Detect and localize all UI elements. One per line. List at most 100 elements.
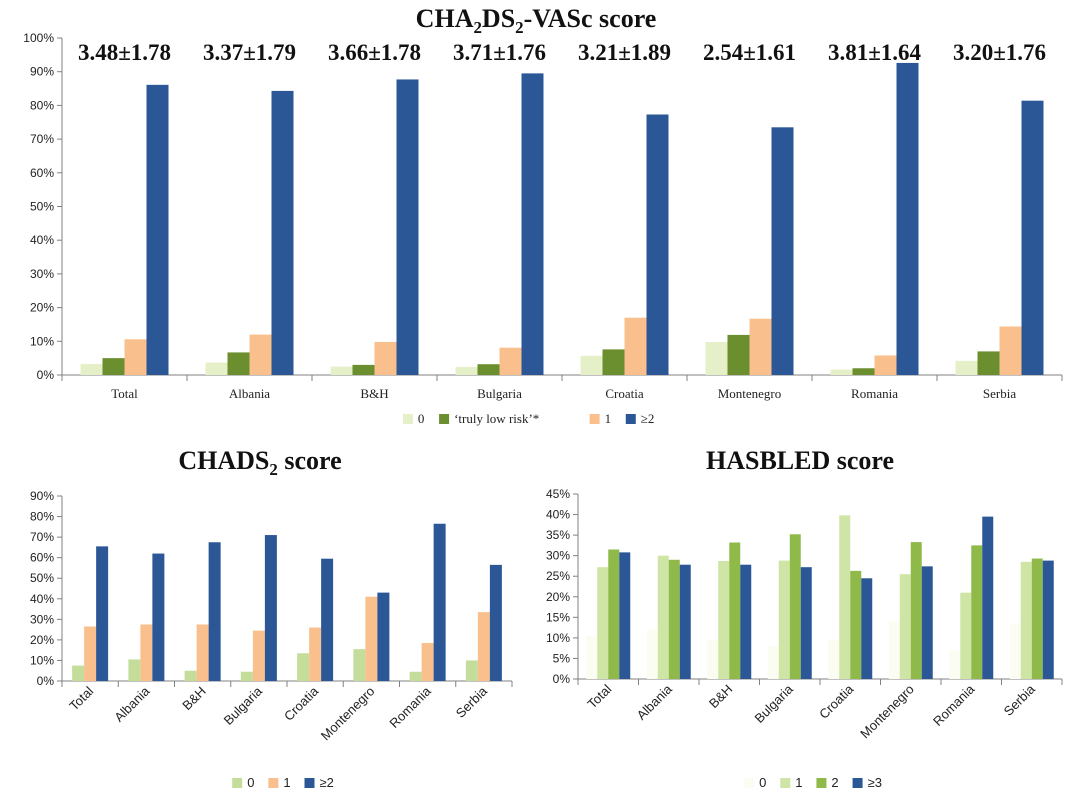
chart2-category-label: Albania [111, 683, 153, 725]
chart1-bar-serbia-series-2 [999, 326, 1022, 375]
chart2-category-label: B&H [179, 684, 209, 714]
chart1-category-label: Serbia [983, 386, 1016, 401]
chart3-bar-bulgaria-series-0 [767, 646, 779, 679]
chart2-y-tick-label: 40% [30, 592, 54, 606]
chart1-bar-romania-series-3 [896, 62, 919, 376]
chart2-bar-b-h-series-0 [184, 670, 197, 681]
chart2-bar-montenegro-series-2 [377, 592, 390, 681]
chart3-bar-bulgaria-series-1 [778, 560, 790, 679]
chart3-bar-total-series-2 [608, 549, 620, 679]
chart2-category-label: Croatia [281, 683, 322, 724]
chart3-bar-total-series-3 [619, 552, 631, 679]
chart1-bar-montenegro-series-2 [749, 318, 772, 375]
chart1-y-tick-label: 40% [30, 233, 54, 247]
chart3-bar-albania-series-2 [668, 559, 680, 679]
chart2-y-tick-label: 90% [30, 489, 54, 503]
chart3-bar-serbia-series-2 [1031, 558, 1043, 679]
chart2-y-tick-label: 0% [37, 674, 55, 688]
chart3-y-tick-label: 15% [546, 610, 570, 624]
chart3-y-tick-label: 30% [546, 549, 570, 563]
chart1-bar-serbia-series-0 [955, 360, 978, 375]
chart2-y-tick-label: 10% [30, 653, 54, 667]
chart3-y-tick-label: 40% [546, 508, 570, 522]
chart3-bar-croatia-series-0 [828, 639, 840, 679]
chart1-y-tick-label: 80% [30, 98, 54, 112]
chart1-y-tick-label: 90% [30, 65, 54, 79]
chart3-legend-label: 2 [831, 775, 838, 790]
chart1-category-label: B&H [360, 386, 388, 401]
chart1-y-tick-label: 100% [23, 31, 54, 45]
chart3-bar-romania-series-0 [949, 650, 961, 679]
chart3-bar-bulgaria-series-2 [789, 534, 801, 679]
chart3-bar-total-series-0 [586, 635, 598, 679]
chart1-annotation: 3.81±1.64 [828, 40, 922, 65]
chart1-legend-swatch [589, 414, 600, 424]
chart1-bar-croatia-series-1 [602, 349, 625, 375]
chart3-bar-romania-series-1 [960, 592, 972, 679]
chart2-bar-albania-series-0 [128, 659, 141, 681]
chart3-bar-albania-series-0 [646, 629, 658, 679]
chart2-y-tick-label: 80% [30, 510, 54, 524]
chart1-legend-swatch [625, 414, 636, 424]
chart1-legend-swatch [439, 414, 450, 424]
chart2-bar-serbia-series-1 [477, 612, 490, 681]
chart1-bar-albania-series-0 [205, 362, 228, 375]
chart1-bar-romania-series-2 [874, 355, 897, 375]
chart2-bar-bulgaria-series-1 [252, 630, 265, 681]
chart2-bar-albania-series-1 [140, 624, 153, 681]
chart1-annotation: 3.48±1.78 [78, 40, 171, 65]
chart2-bar-croatia-series-0 [297, 653, 310, 681]
chart1-legend-swatch [402, 414, 413, 424]
chart3-category-label: Serbia [1001, 681, 1039, 719]
chart3-legend-label: 0 [759, 775, 766, 790]
chart3-y-tick-label: 20% [546, 590, 570, 604]
chart3-bar-serbia-series-1 [1020, 561, 1032, 679]
chart1-category-label: Albania [229, 386, 270, 401]
chart1-bar-bulgaria-series-1 [477, 364, 500, 375]
chart3-bar-montenegro-series-3 [921, 566, 933, 679]
chart1-legend-label: ‘truly low risk’* [454, 411, 539, 426]
chart2-bar-romania-series-1 [421, 642, 434, 681]
chart3-y-tick-label: 35% [546, 528, 570, 542]
chart3-legend-label: 1 [795, 775, 802, 790]
chart2-bar-total-series-2 [96, 546, 109, 681]
chart2-legend-swatch [268, 778, 279, 788]
chart1-legend-label: 1 [605, 411, 612, 426]
chart-title-chads2: CHADS2 score [178, 446, 342, 480]
chart3-bar-montenegro-series-2 [910, 542, 922, 679]
chart1-bar-b-h-series-3 [396, 79, 419, 376]
chart3-bar-b-h-series-1 [718, 561, 730, 679]
chart3-bar-albania-series-3 [679, 564, 691, 679]
chart1-bar-serbia-series-1 [977, 351, 1000, 375]
chart2-bar-croatia-series-2 [321, 558, 334, 681]
chart1-annotation: 2.54±1.61 [703, 40, 796, 65]
chart3-category-label: Croatia [816, 681, 857, 722]
chart3-bar-albania-series-1 [657, 555, 669, 679]
chart1-y-tick-label: 70% [30, 132, 54, 146]
chart1-bar-montenegro-series-3 [771, 127, 794, 376]
chart3-category-label: B&H [706, 682, 736, 712]
chart1-bar-croatia-series-3 [646, 114, 669, 376]
chart1-bar-b-h-series-1 [352, 364, 375, 375]
chart1-category-label: Croatia [605, 386, 643, 401]
chart2-bar-total-series-1 [84, 626, 97, 681]
chart1-bar-total-series-3 [146, 84, 169, 375]
chart1-bar-bulgaria-series-3 [521, 73, 544, 375]
chart3-category-label: Albania [634, 681, 676, 723]
chart2-bar-bulgaria-series-2 [264, 535, 277, 681]
chart2-legend-swatch [232, 778, 243, 788]
chart3-category-label: Montenegro [857, 682, 917, 742]
chart2-bar-b-h-series-1 [196, 624, 209, 681]
chart1-category-label: Total [111, 386, 138, 401]
chart3-bar-romania-series-2 [971, 545, 983, 679]
chart2-y-tick-label: 60% [30, 551, 54, 565]
chart1-bar-montenegro-series-1 [727, 334, 750, 375]
chart1-bar-romania-series-1 [852, 368, 875, 375]
chart3-legend-swatch [852, 778, 863, 788]
chart1-bar-montenegro-series-0 [705, 341, 728, 375]
chart1-y-tick-label: 60% [30, 166, 54, 180]
chart3-bar-croatia-series-3 [861, 578, 873, 679]
chart2-category-label: Total [66, 683, 96, 713]
chart1-bar-serbia-series-3 [1021, 100, 1044, 375]
